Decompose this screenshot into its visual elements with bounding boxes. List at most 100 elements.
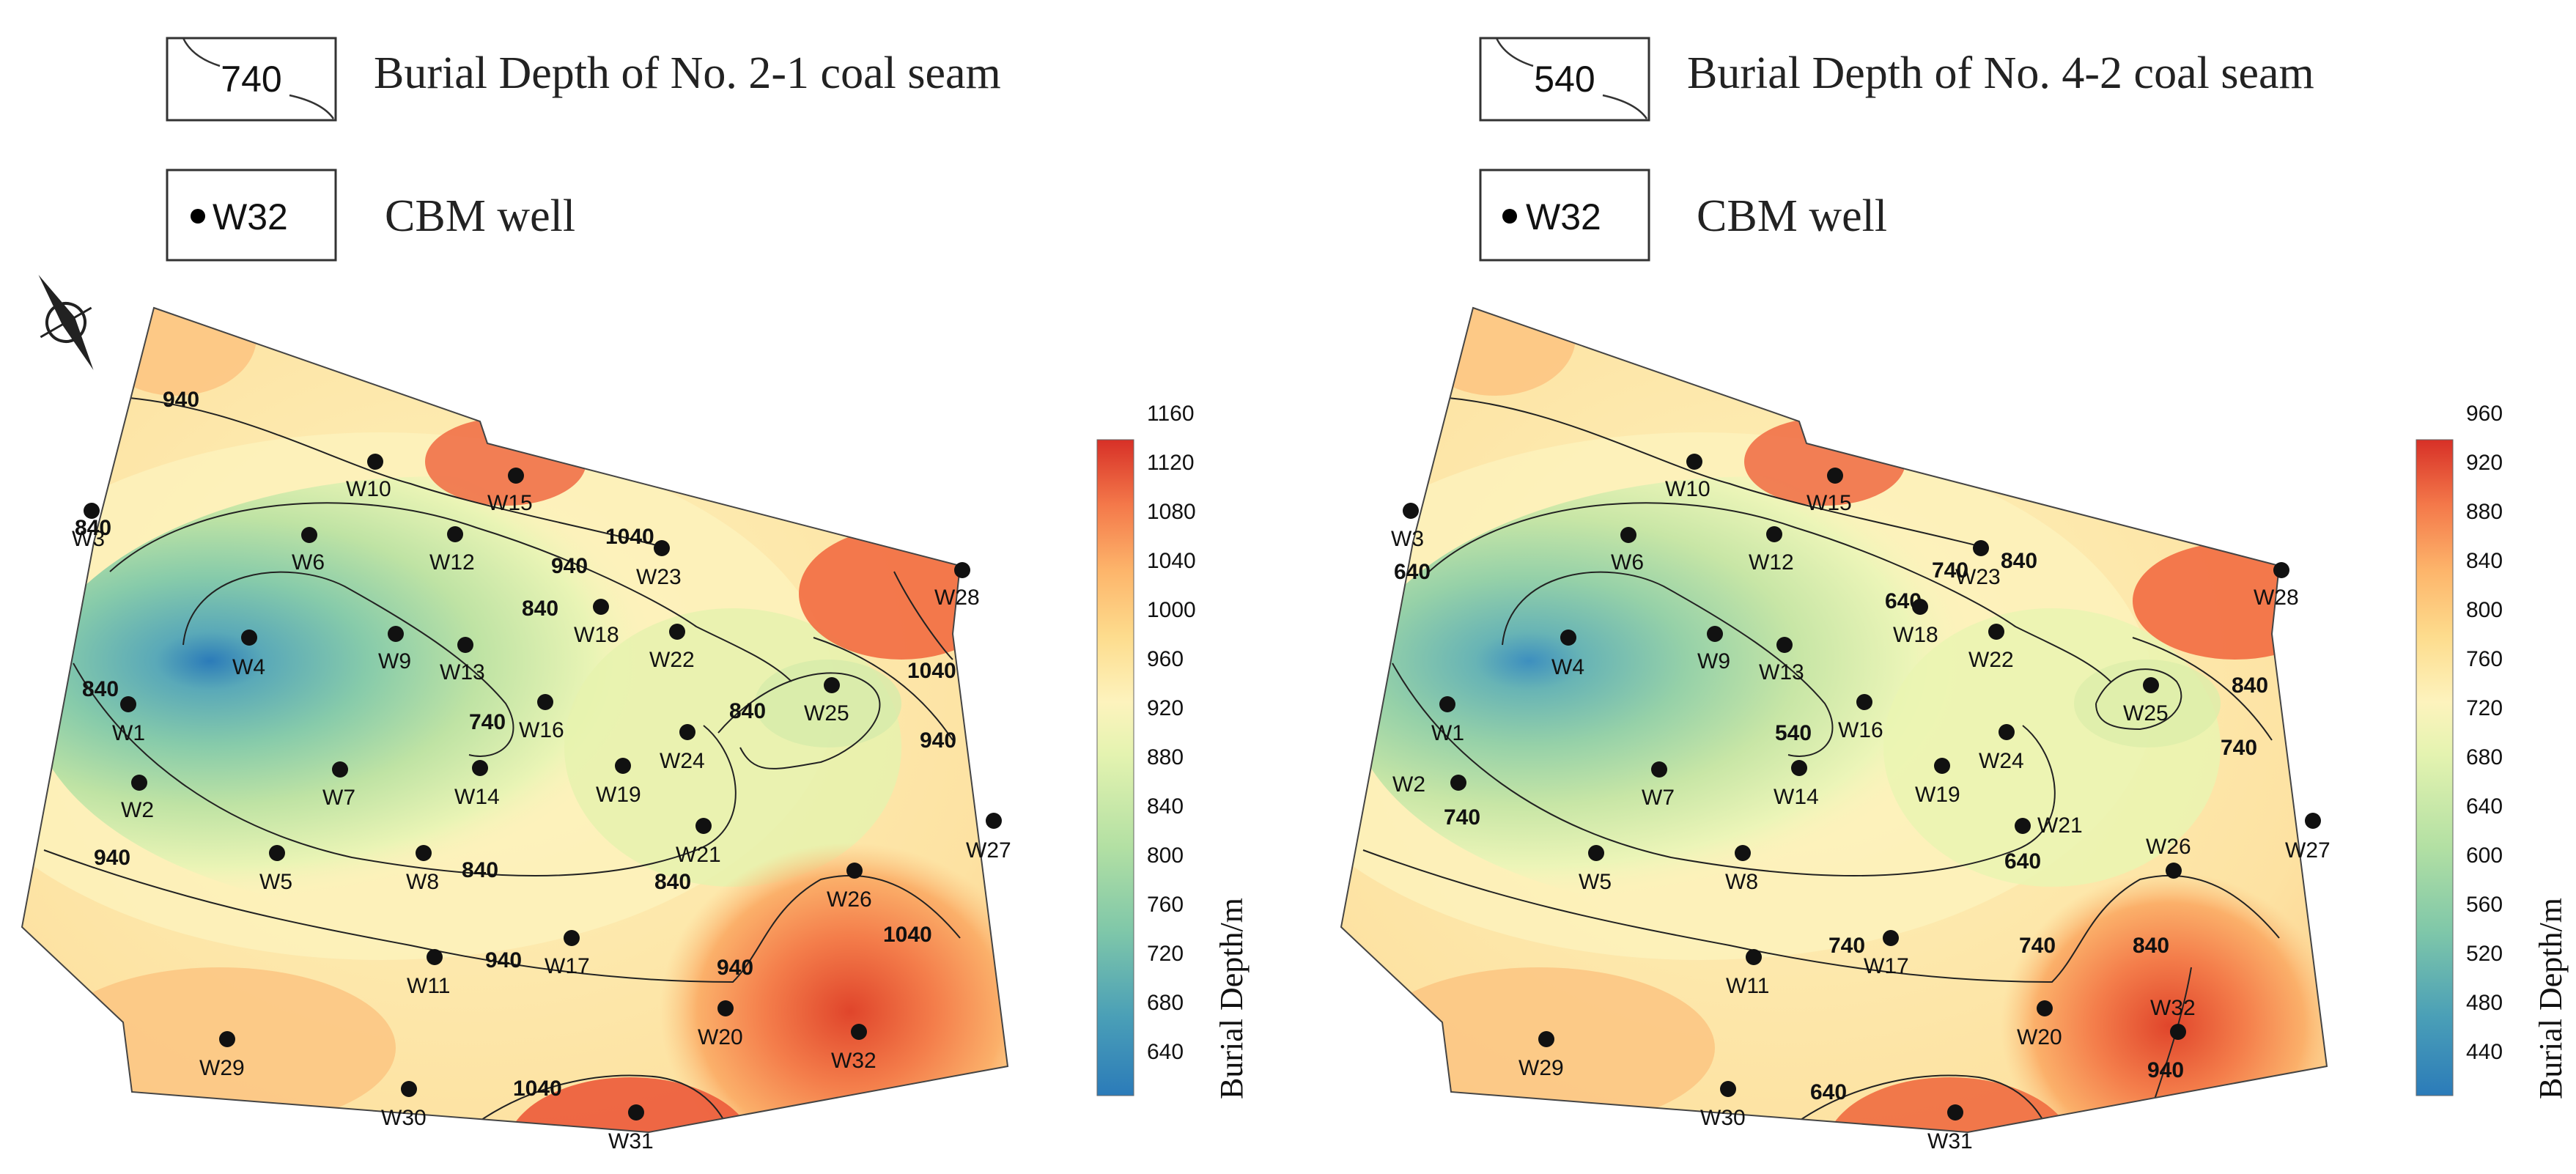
- contour-label: 1040: [605, 525, 654, 549]
- contour-label: 940: [485, 948, 522, 972]
- contour-label: 640: [1810, 1080, 1847, 1104]
- well-label: W3: [1391, 527, 1424, 551]
- contour-label: 840: [654, 870, 691, 894]
- map-right: 640 740 840 640 540 840 740 740 640 740 …: [1340, 306, 2330, 1153]
- well-label: W11: [1726, 974, 1769, 998]
- well-label: W8: [406, 870, 439, 894]
- well-legend-right: W32: [1479, 169, 1650, 262]
- contour-label: 940: [163, 388, 199, 412]
- contour-label: 1040: [907, 659, 956, 683]
- well-label: W5: [1579, 870, 1612, 894]
- colorbar-tick: 880: [2466, 500, 2503, 524]
- well-label: W32: [2150, 996, 2196, 1020]
- contour-label: 740: [1932, 558, 1968, 583]
- contour-label: 540: [1775, 721, 1812, 745]
- contour-label: 940: [94, 846, 130, 870]
- contour-label: 640: [1394, 560, 1431, 584]
- well-label: W32: [831, 1049, 876, 1073]
- well-label: W19: [596, 783, 641, 807]
- colorbar-tick: 520: [2466, 942, 2503, 966]
- well-label: W9: [1697, 649, 1730, 673]
- colorbar-tick: 560: [2466, 893, 2503, 917]
- contour-legend-right-text: Burial Depth of No. 4-2 coal seam: [1687, 48, 2314, 98]
- contour-label: 1040: [883, 923, 932, 947]
- contour-label: 940: [717, 956, 753, 980]
- colorbar-tick: 920: [1147, 696, 1184, 720]
- contour-label: 740: [2221, 736, 2257, 760]
- legend: 740 Burial Depth of No. 2-1 coal seam W3…: [166, 37, 2314, 262]
- contour-label: 940: [2147, 1058, 2184, 1082]
- well-label: W31: [1927, 1129, 1973, 1153]
- well-label: W7: [1642, 786, 1675, 810]
- well-label: W27: [966, 838, 1011, 863]
- contour-label: 840: [522, 597, 558, 621]
- contour-label: 940: [920, 728, 956, 753]
- contour-label: 840: [462, 858, 498, 882]
- well-label: W29: [199, 1056, 245, 1080]
- well-legend-right-text: CBM well: [1697, 191, 1887, 241]
- well-label: W18: [574, 623, 619, 647]
- colorbar-tick: 880: [1147, 745, 1184, 769]
- colorbar-tick: 840: [1147, 794, 1184, 819]
- wells-left: W1 W2 W3 W4 W5 W6 W7 W8 W9 W10 W11 W12 W…: [72, 454, 1011, 1153]
- well-label: W2: [1392, 772, 1425, 797]
- well-label: W14: [454, 785, 500, 809]
- well-label: W26: [2146, 835, 2191, 859]
- colorbar-tick: 640: [2466, 794, 2503, 819]
- well-label: W4: [232, 655, 265, 679]
- well-label: W29: [1518, 1056, 1564, 1080]
- well-label: W8: [1725, 870, 1758, 894]
- well-label: W16: [519, 718, 564, 742]
- well-label: W22: [1968, 648, 2014, 672]
- well-label: W12: [429, 550, 475, 575]
- well-label: W15: [1806, 491, 1852, 515]
- contour-label: 1040: [513, 1077, 562, 1101]
- colorbar-title-left: Burial Depth/m: [1214, 898, 1250, 1099]
- contour-label: 840: [75, 516, 111, 540]
- well-label: W20: [2017, 1025, 2062, 1049]
- well-label: W17: [1864, 954, 1909, 978]
- well-label: W13: [1759, 660, 1804, 684]
- colorbar-tick: 480: [2466, 991, 2503, 1015]
- colorbar-title-right: Burial Depth/m: [2533, 898, 2569, 1099]
- well-label: W12: [1749, 550, 1794, 575]
- well-label: W3: [72, 527, 105, 551]
- well-label: W9: [378, 649, 411, 673]
- well-label: W22: [649, 648, 695, 672]
- colorbar-tick: 760: [1147, 893, 1184, 917]
- map-left: 940 840 1040 940 840 840 740 840 1040 94…: [21, 306, 1011, 1153]
- contour-label: 640: [2004, 849, 2041, 874]
- well-label: W2: [121, 798, 154, 822]
- contour-legend-left-value: 740: [221, 59, 281, 100]
- well-label: W13: [440, 660, 485, 684]
- contour-label: 740: [1444, 805, 1480, 830]
- contour-label: 940: [551, 554, 588, 578]
- colorbar-left: 640 680 720 760 800 840 880 920 960 1000…: [1096, 402, 1250, 1099]
- well-label: W28: [934, 586, 980, 610]
- well-label: W21: [676, 843, 721, 867]
- well-label: W6: [292, 550, 325, 575]
- well-label: W6: [1611, 550, 1644, 575]
- well-label: W20: [698, 1025, 743, 1049]
- contour-legend-left: 740: [166, 37, 337, 122]
- contour-label: 840: [82, 677, 119, 701]
- colorbar-tick: 680: [1147, 991, 1184, 1015]
- well-label: W7: [322, 786, 355, 810]
- colorbar-tick: 440: [2466, 1040, 2503, 1064]
- colorbar-tick: 1040: [1147, 549, 1196, 573]
- colorbar-tick: 1160: [1147, 402, 1195, 426]
- well-legend-right-symbol: W32: [1526, 196, 1601, 237]
- colorbar-tick: 720: [1147, 942, 1184, 966]
- well-label: W10: [346, 477, 391, 501]
- colorbar-tick: 1120: [1147, 451, 1195, 475]
- colorbar-tick: 1080: [1147, 500, 1196, 524]
- well-label: W25: [2123, 701, 2169, 726]
- well-label: W19: [1915, 783, 1960, 807]
- contour-label: 840: [2133, 934, 2169, 958]
- north-arrow-icon: [38, 275, 94, 370]
- well-legend-left-text: CBM well: [385, 191, 575, 241]
- well-label: W4: [1551, 655, 1584, 679]
- well-label: W25: [804, 701, 849, 726]
- well-label: W28: [2254, 586, 2299, 610]
